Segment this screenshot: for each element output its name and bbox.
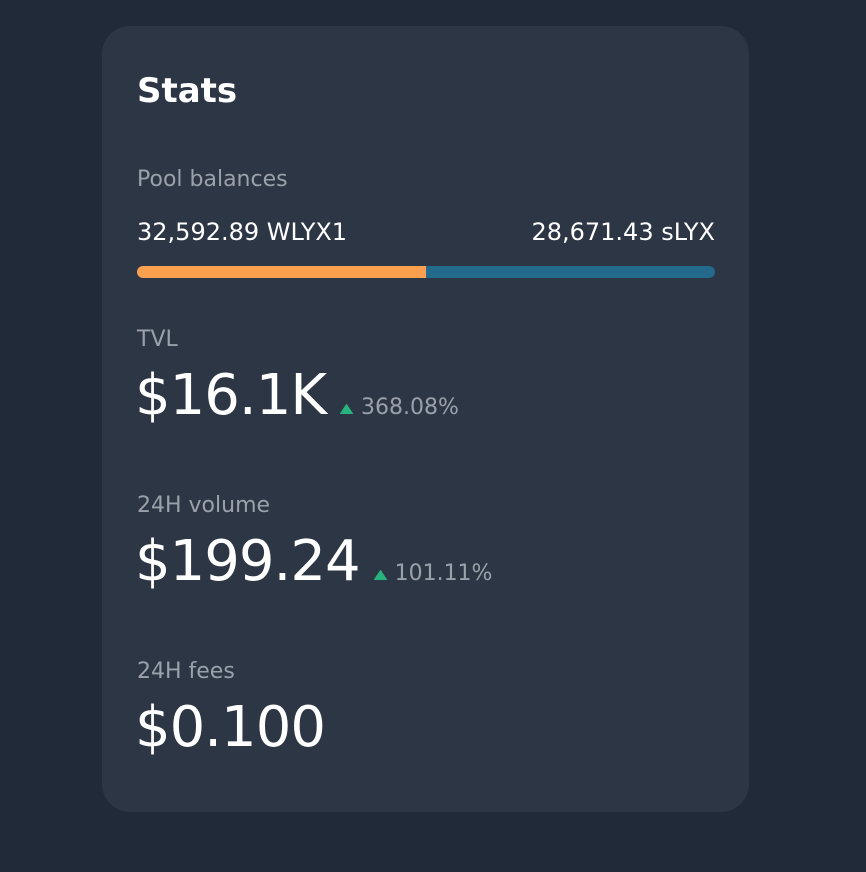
bar-segment — [137, 266, 426, 278]
up-arrow — [340, 404, 354, 414]
stat-label: 24H fees — [137, 659, 235, 684]
stat-value: $0.100 — [135, 695, 326, 760]
stat-label: TVL — [137, 327, 178, 352]
bar-segment — [426, 266, 715, 278]
pool-label: Pool balances — [137, 167, 288, 192]
stat-label: 24H volume — [137, 493, 271, 518]
up-arrow — [373, 570, 387, 580]
stat-row: $0.100 — [135, 693, 326, 763]
balance-left: 32,592.89 WLYX1 — [137, 218, 348, 246]
stat-row: $16.1K 368.08% — [135, 361, 459, 431]
balance-bar — [137, 266, 715, 278]
stat-row: $199.24 101.11% — [135, 527, 492, 597]
balance-right: 28,671.43 sLYX — [531, 218, 715, 246]
stat-value: $16.1K — [135, 363, 327, 428]
stat-value: $199.24 — [135, 529, 361, 594]
card-title: Stats — [137, 71, 238, 111]
stats-card: Stats Pool balances 32,592.89 WLYX1 28,6… — [102, 26, 749, 812]
stat-change: 101.11% — [394, 561, 493, 586]
stat-change: 368.08% — [361, 395, 459, 420]
